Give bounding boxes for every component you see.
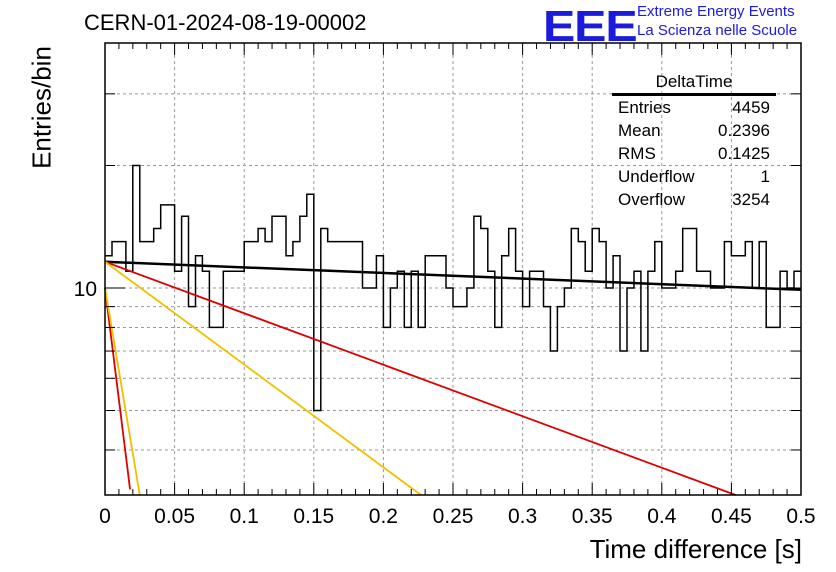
histogram-series bbox=[105, 164, 801, 412]
run-title: CERN-01-2024-08-19-00002 bbox=[84, 10, 367, 35]
logo-line1: Extreme Energy Events bbox=[637, 3, 795, 20]
stats-box: DeltaTime Entries 4459 Mean 0.2396 RMS 0… bbox=[612, 72, 780, 213]
x-tick-label: 0.3 bbox=[508, 505, 537, 528]
x-tick-label: 0.45 bbox=[711, 505, 752, 528]
x-axis-label: Time difference [s] bbox=[589, 534, 802, 564]
stats-value: 4459 bbox=[732, 98, 770, 117]
x-tick-label: 0.05 bbox=[154, 505, 195, 528]
stats-label: Overflow bbox=[618, 190, 686, 209]
logo-line2: La Scienza nelle Scuole bbox=[637, 22, 798, 39]
stats-row: RMS 0.1425 bbox=[612, 144, 780, 167]
stats-title: DeltaTime bbox=[612, 72, 776, 96]
stats-row: Underflow 1 bbox=[612, 167, 780, 190]
fit-line bbox=[104, 260, 802, 292]
x-tick-label: 0.2 bbox=[369, 505, 398, 528]
y-tick-label: 10 bbox=[74, 278, 97, 301]
fit-line bbox=[104, 261, 422, 496]
fit-line bbox=[104, 287, 131, 490]
x-tick-label: 0 bbox=[99, 505, 111, 528]
fit-line bbox=[104, 260, 736, 496]
x-tick-label: 0.4 bbox=[647, 505, 677, 528]
stats-label: Underflow bbox=[618, 167, 695, 186]
x-tick-label: 0.35 bbox=[572, 505, 613, 528]
stats-label: RMS bbox=[618, 144, 656, 163]
stats-row: Mean 0.2396 bbox=[612, 121, 780, 144]
fit-line bbox=[104, 287, 141, 496]
y-axis-label: Entries/bin bbox=[26, 46, 57, 169]
x-tick-label: 0.25 bbox=[433, 505, 474, 528]
x-tick-label: 0.5 bbox=[786, 505, 815, 528]
stats-value: 1 bbox=[760, 167, 770, 186]
x-tick-label: 0.15 bbox=[293, 505, 334, 528]
stats-value: 3254 bbox=[732, 190, 770, 209]
stats-label: Entries bbox=[618, 98, 671, 117]
eee-logo: EEE bbox=[543, 2, 638, 51]
stats-row: Overflow 3254 bbox=[612, 190, 780, 213]
stats-row: Entries 4459 bbox=[612, 98, 780, 121]
stats-value: 0.1425 bbox=[718, 144, 770, 163]
stats-label: Mean bbox=[618, 121, 661, 140]
stats-value: 0.2396 bbox=[718, 121, 770, 140]
x-tick-label: 0.1 bbox=[230, 505, 259, 528]
